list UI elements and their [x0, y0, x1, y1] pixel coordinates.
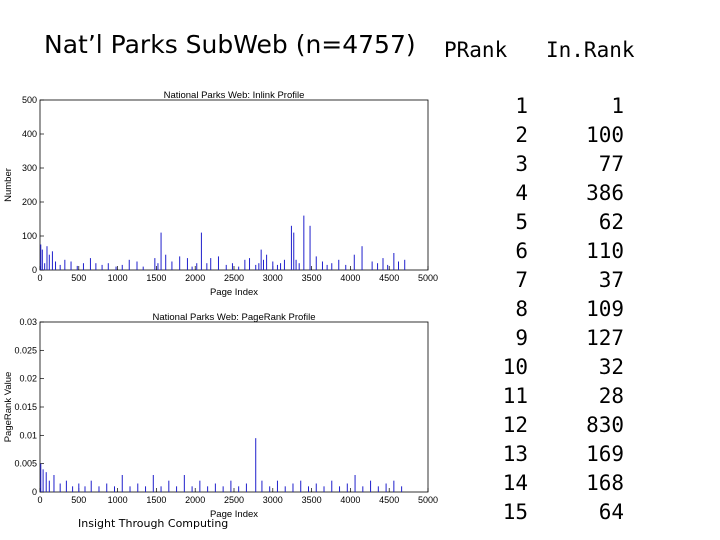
pagerank-profile-chart: National Parks Web: PageRank Profile Page… — [3, 312, 438, 520]
inrank-cell: 127 — [586, 326, 624, 350]
x-axis-label: Page Index — [210, 287, 258, 298]
table-row: 3 77 — [440, 150, 640, 179]
prank-cell: 6 — [515, 239, 528, 263]
table-row: 15 64 — [440, 498, 640, 527]
inrank-cell: 109 — [586, 297, 624, 321]
x-tick-label: 3000 — [263, 495, 283, 505]
x-tick-label: 4000 — [340, 273, 360, 283]
x-tick-label: 0 — [37, 273, 42, 283]
inrank-cell: 100 — [586, 123, 624, 147]
x-tick-label: 3000 — [263, 273, 283, 283]
x-tick-label: 2500 — [224, 273, 244, 283]
table-row: 8 109 — [440, 295, 640, 324]
y-tick-label: 0.005 — [14, 459, 37, 469]
prank-cell: 8 — [515, 297, 528, 321]
prank-cell: 4 — [515, 181, 528, 205]
x-tick-label: 5000 — [418, 273, 438, 283]
table-row: 7 37 — [440, 266, 640, 295]
y-tick-label: 200 — [22, 197, 37, 207]
y-tick-label: 300 — [22, 163, 37, 173]
prank-cell: 13 — [502, 442, 528, 466]
prank-cell: 11 — [502, 384, 528, 408]
inrank-cell: 62 — [598, 210, 624, 234]
x-tick-label: 2000 — [185, 495, 205, 505]
inrank-cell: 28 — [598, 384, 624, 408]
inrank-cell: 1 — [611, 94, 624, 118]
x-tick-label: 2000 — [185, 273, 205, 283]
chart-title: National Parks Web: PageRank Profile — [153, 312, 316, 323]
table-row: 6 110 — [440, 237, 640, 266]
table-row: 11 28 — [440, 382, 640, 411]
x-tick-label: 1500 — [146, 495, 166, 505]
x-tick-label: 4500 — [379, 495, 399, 505]
inrank-cell: 32 — [598, 355, 624, 379]
plot-frame — [39, 99, 429, 271]
x-tick-label: 4500 — [379, 273, 399, 283]
y-tick-label: 0 — [32, 487, 37, 497]
prank-cell: 9 — [515, 326, 528, 350]
x-tick-label: 2500 — [224, 495, 244, 505]
x-axis-label: Page Index — [210, 509, 258, 520]
x-tick-label: 500 — [71, 495, 86, 505]
x-tick-label: 4000 — [340, 495, 360, 505]
table-row: 4 386 — [440, 179, 640, 208]
prank-cell: 7 — [515, 268, 528, 292]
prank-cell: 12 — [502, 413, 528, 437]
x-tick-label: 500 — [71, 273, 86, 283]
x-tick-label: 1500 — [146, 273, 166, 283]
y-tick-label: 0 — [32, 265, 37, 275]
x-tick-label: 3500 — [302, 495, 322, 505]
prank-cell: 10 — [502, 355, 528, 379]
plot-frame — [39, 321, 429, 493]
table-row: 5 62 — [440, 208, 640, 237]
table-row: 13 169 — [440, 440, 640, 469]
table-row: 9 127 — [440, 324, 640, 353]
prank-cell: 3 — [515, 152, 528, 176]
inrank-cell: 37 — [598, 268, 624, 292]
inlink-profile-chart: National Parks Web: Inlink Profile Page I… — [3, 90, 438, 298]
y-tick-label: 0.025 — [14, 345, 37, 355]
y-tick-label: 0.02 — [19, 374, 37, 384]
y-tick-label: 0.03 — [19, 317, 37, 327]
x-tick-label: 1000 — [108, 273, 128, 283]
footer-text: Insight Through Computing — [78, 517, 229, 530]
prank-cell: 1 — [515, 94, 528, 118]
inrank-cell: 64 — [598, 500, 624, 524]
y-tick-label: 0.015 — [14, 402, 37, 412]
slide-title: Nat’l Parks SubWeb (n=4757) — [44, 30, 416, 59]
y-axis-label: PageRank Value — [3, 372, 14, 443]
table-row: 12 830 — [440, 411, 640, 440]
inrank-cell: 386 — [586, 181, 624, 205]
y-tick-label: 0.01 — [19, 430, 37, 440]
prank-cell: 14 — [502, 471, 528, 495]
x-tick-label: 0 — [37, 495, 42, 505]
prank-column-header: PRank — [444, 38, 508, 62]
inrank-cell: 110 — [586, 239, 624, 263]
prank-cell: 5 — [515, 210, 528, 234]
inrank-cell: 168 — [586, 471, 624, 495]
inrank-cell: 830 — [586, 413, 624, 437]
prank-cell: 2 — [515, 123, 528, 147]
y-tick-label: 500 — [22, 95, 37, 105]
y-axis-label: Number — [3, 168, 14, 202]
table-row: 14 168 — [440, 469, 640, 498]
y-tick-label: 400 — [22, 129, 37, 139]
x-tick-label: 5000 — [418, 495, 438, 505]
inrank-cell: 169 — [586, 442, 624, 466]
x-tick-label: 3500 — [302, 273, 322, 283]
rank-table: 1 1 2 100 3 77 4 386 5 62 6 110 7 37 8 109 9 127 10 32 11 28 1… — [440, 92, 640, 527]
inrank-cell: 77 — [598, 152, 624, 176]
prank-cell: 15 — [502, 500, 528, 524]
x-tick-label: 1000 — [108, 495, 128, 505]
inrank-column-header: In.Rank — [546, 38, 635, 62]
chart-title: National Parks Web: Inlink Profile — [164, 90, 305, 101]
y-tick-label: 100 — [22, 231, 37, 241]
table-row: 10 32 — [440, 353, 640, 382]
table-row: 2 100 — [440, 121, 640, 150]
